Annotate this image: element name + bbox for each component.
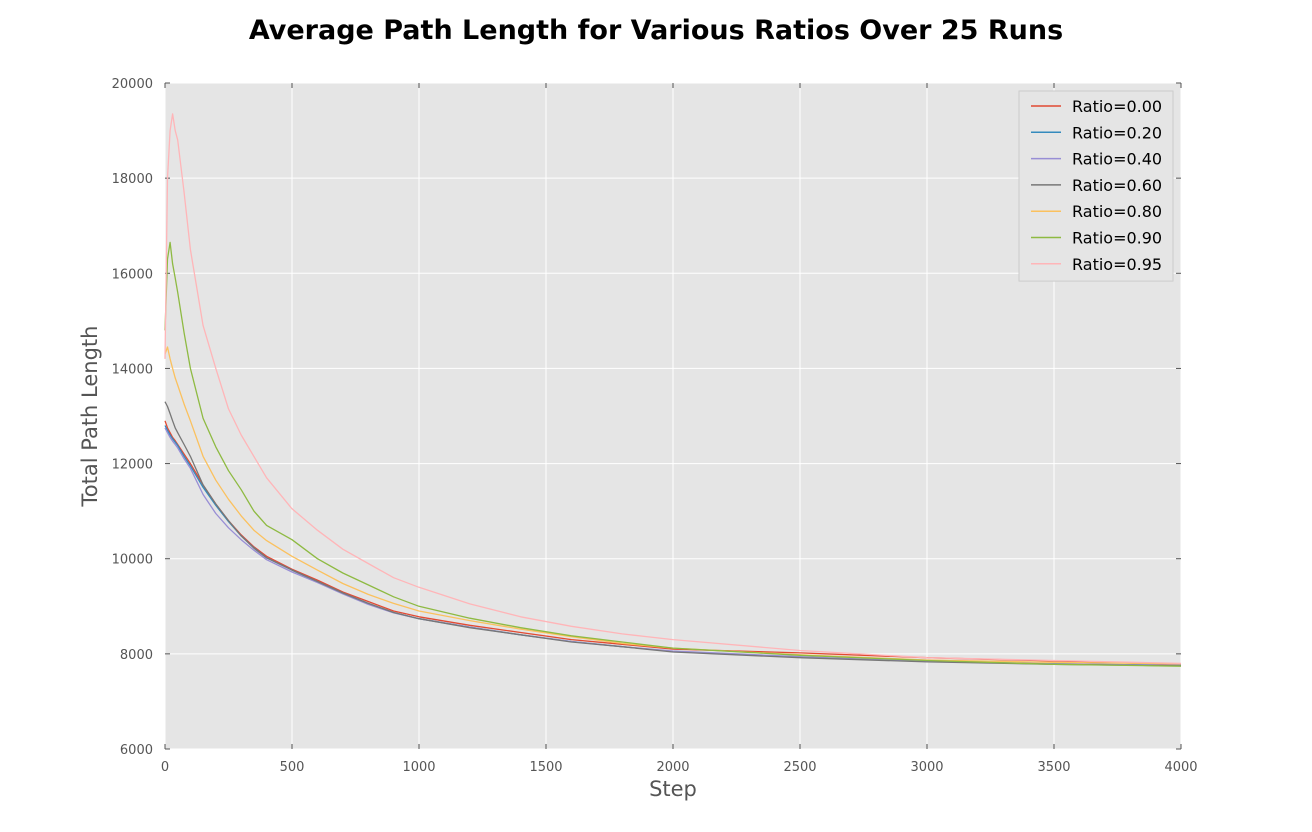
- x-axis-label: Step: [649, 777, 697, 801]
- series-line-5: [164, 241, 1182, 667]
- series-line-3: [164, 401, 1182, 667]
- x-tick-label: 0: [161, 760, 169, 775]
- y-tick-label: 16000: [112, 267, 153, 282]
- y-axis-label: Total Path Length: [78, 326, 102, 508]
- series-line-0: [164, 420, 1182, 665]
- y-tick-label: 20000: [112, 77, 153, 92]
- x-tick-label: 4000: [1164, 760, 1197, 775]
- legend-entry-label: Ratio=0.20: [1072, 123, 1162, 142]
- legend: Ratio=0.00 Ratio=0.20 Ratio=0.40 Ratio=0.60…: [1018, 90, 1174, 282]
- legend-box: [1018, 90, 1174, 282]
- y-tick-label: 18000: [112, 172, 153, 187]
- y-tick-label: 6000: [120, 743, 153, 758]
- x-tick-label: 1000: [402, 760, 435, 775]
- axis-ticks: 0 500 1000 1500 2000 2500 3000 3500 4000 6000 8000…: [112, 77, 1198, 775]
- x-tick-label: 1500: [529, 760, 562, 775]
- x-tick-label: 3500: [1037, 760, 1070, 775]
- legend-entry-label: Ratio=0.00: [1072, 97, 1162, 116]
- y-tick-label: 10000: [112, 553, 153, 568]
- legend-entry-label: Ratio=0.60: [1072, 176, 1162, 195]
- legend-entry-label: Ratio=0.40: [1072, 150, 1162, 169]
- x-tick-label: 2500: [783, 760, 816, 775]
- legend-entry-label: Ratio=0.80: [1072, 202, 1162, 221]
- y-tick-label: 14000: [112, 362, 153, 377]
- x-tick-label: 2000: [656, 760, 689, 775]
- chart-title: Average Path Length for Various Ratios O…: [249, 15, 1063, 46]
- x-tick-label: 3000: [910, 760, 943, 775]
- legend-entry-label: Ratio=0.90: [1072, 229, 1162, 248]
- series-line-6: [164, 113, 1182, 665]
- series-lines: [164, 113, 1182, 667]
- legend-entry-label: Ratio=0.95: [1072, 255, 1162, 274]
- y-tick-label: 12000: [112, 458, 153, 473]
- y-tick-label: 8000: [120, 648, 153, 663]
- series-line-4: [164, 346, 1182, 665]
- x-tick-label: 500: [280, 760, 305, 775]
